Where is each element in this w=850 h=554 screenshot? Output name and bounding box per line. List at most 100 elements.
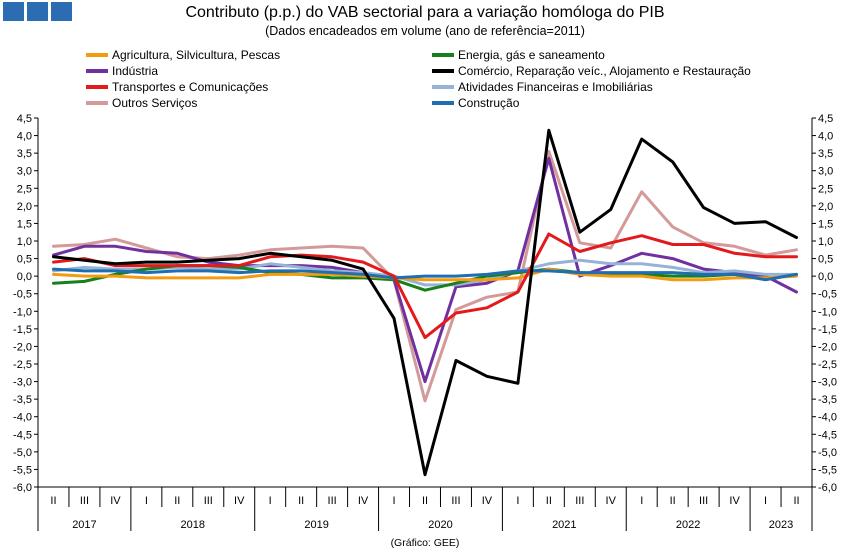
series-line	[52, 267, 798, 282]
x-quarter-label: I	[764, 495, 767, 507]
series-line	[52, 128, 798, 477]
logo-block-1	[3, 2, 24, 21]
series-line	[52, 156, 798, 384]
x-quarter-label: I	[269, 495, 272, 507]
x-quarter-label: IV	[358, 495, 369, 507]
x-quarter-label: II	[174, 495, 180, 507]
y-tick-label-left: -5,5	[13, 464, 32, 476]
y-tick-label-right: -5,5	[818, 464, 837, 476]
x-quarter-label: III	[699, 495, 708, 507]
legend-item: Transportes e Comunicações	[86, 80, 268, 94]
y-tick-label-left: -2,5	[13, 359, 32, 371]
x-quarter-label: II	[422, 495, 428, 507]
x-quarter-label: III	[451, 495, 460, 507]
legend-item: Atividades Financeiras e Imobiliárias	[432, 80, 653, 94]
y-tick-label-right: -5,0	[818, 447, 837, 459]
legend-label: Transportes e Comunicações	[112, 80, 269, 94]
legend-swatch	[86, 85, 108, 89]
y-tick-label-right: -2,5	[818, 359, 837, 371]
y-tick-label-right: 3,5	[818, 148, 833, 160]
y-tick-label-left: -4,0	[13, 412, 32, 424]
y-tick-label-left: 2,5	[17, 183, 32, 195]
y-tick-label-right: 3,0	[818, 166, 833, 178]
x-quarter-label: III	[80, 495, 89, 507]
y-tick-label-left: 2,0	[17, 201, 32, 213]
legend-item: Indústria	[86, 64, 158, 78]
x-year-label: 2017	[72, 519, 96, 531]
x-year-label: 2022	[676, 519, 700, 531]
legend-item: Comércio, Reparação veíc., Alojamento e …	[432, 64, 751, 78]
x-quarter-label: III	[328, 495, 337, 507]
y-tick-label-right: -4,5	[818, 429, 837, 441]
x-quarter-label: III	[575, 495, 584, 507]
x-quarter-label: III	[204, 495, 213, 507]
y-tick-label-left: -2,0	[13, 341, 32, 353]
legend-swatch	[86, 101, 108, 105]
legend-label: Atividades Financeiras e Imobiliárias	[458, 80, 653, 94]
x-quarter-label: IV	[234, 495, 245, 507]
series-line	[52, 232, 798, 340]
series-line	[52, 258, 798, 287]
y-tick-label-right: 0,0	[818, 271, 833, 283]
x-year-label: 2020	[428, 519, 452, 531]
x-quarter-label: IV	[482, 495, 493, 507]
y-tick-label-right: 2,5	[818, 183, 833, 195]
y-tick-label-right: 2,0	[818, 201, 833, 213]
x-year-label: 2023	[769, 519, 793, 531]
y-tick-label-right: -1,0	[818, 306, 837, 318]
legend-swatch	[86, 69, 108, 73]
legend-item: Energia, gás e saneamento	[432, 48, 605, 62]
chart-source: (Gráfico: GEE)	[390, 537, 460, 549]
x-quarter-label: II	[546, 495, 552, 507]
y-tick-label-left: -3,5	[13, 394, 32, 406]
legend-item: Agricultura, Silvicultura, Pescas	[86, 48, 280, 62]
gee-logo	[3, 2, 72, 21]
y-tick-label-left: 3,5	[17, 148, 32, 160]
y-tick-label-right: -4,0	[818, 412, 837, 424]
x-quarter-label: II	[50, 495, 56, 507]
legend-label: Outros Serviços	[112, 96, 198, 110]
y-tick-label-left: -1,5	[13, 324, 32, 336]
legend-item: Construção	[432, 96, 519, 110]
y-tick-label-left: 1,5	[17, 218, 32, 230]
legend-swatch	[432, 69, 454, 73]
y-tick-label-right: 4,0	[818, 131, 833, 143]
chart-subtitle: (Dados encadeados em volume (ano de refe…	[265, 24, 585, 38]
y-tick-label-right: -2,0	[818, 341, 837, 353]
legend-swatch	[432, 85, 454, 89]
y-tick-label-left: 4,0	[17, 131, 32, 143]
x-quarter-label: I	[145, 495, 148, 507]
x-quarter-label: IV	[110, 495, 121, 507]
y-tick-label-left: -4,5	[13, 429, 32, 441]
legend-swatch	[432, 101, 454, 105]
y-tick-label-left: 4,5	[17, 113, 32, 125]
y-tick-label-left: -1,0	[13, 306, 32, 318]
legend-label: Construção	[458, 96, 520, 110]
y-tick-label-left: 3,0	[17, 166, 32, 178]
legend-label: Energia, gás e saneamento	[458, 48, 605, 62]
legend-label: Agricultura, Silvicultura, Pescas	[112, 48, 281, 62]
x-quarter-label: IV	[606, 495, 617, 507]
series-line	[52, 149, 798, 403]
y-tick-label-left: 1,0	[17, 236, 32, 248]
legend-label: Indústria	[112, 64, 159, 78]
legend-swatch	[86, 53, 108, 57]
legend-swatch	[432, 53, 454, 57]
series-line	[52, 267, 798, 282]
y-tick-label-right: 0,5	[818, 254, 833, 266]
x-year-label: 2021	[552, 519, 576, 531]
x-quarter-label: I	[393, 495, 396, 507]
x-quarter-label: II	[793, 495, 799, 507]
x-quarter-label: IV	[729, 495, 740, 507]
chart-title: Contributo (p.p.) do VAB sectorial para …	[185, 4, 665, 21]
legend-item: Outros Serviços	[86, 96, 197, 110]
logo-block-3	[51, 2, 72, 21]
y-tick-label-right: -0,5	[818, 289, 837, 301]
y-tick-label-left: -5,0	[13, 447, 32, 459]
y-tick-label-right: -1,5	[818, 324, 837, 336]
x-quarter-label: I	[516, 495, 519, 507]
y-tick-label-left: -6,0	[13, 482, 32, 494]
x-year-label: 2019	[304, 519, 328, 531]
y-tick-label-left: -0,5	[13, 289, 32, 301]
